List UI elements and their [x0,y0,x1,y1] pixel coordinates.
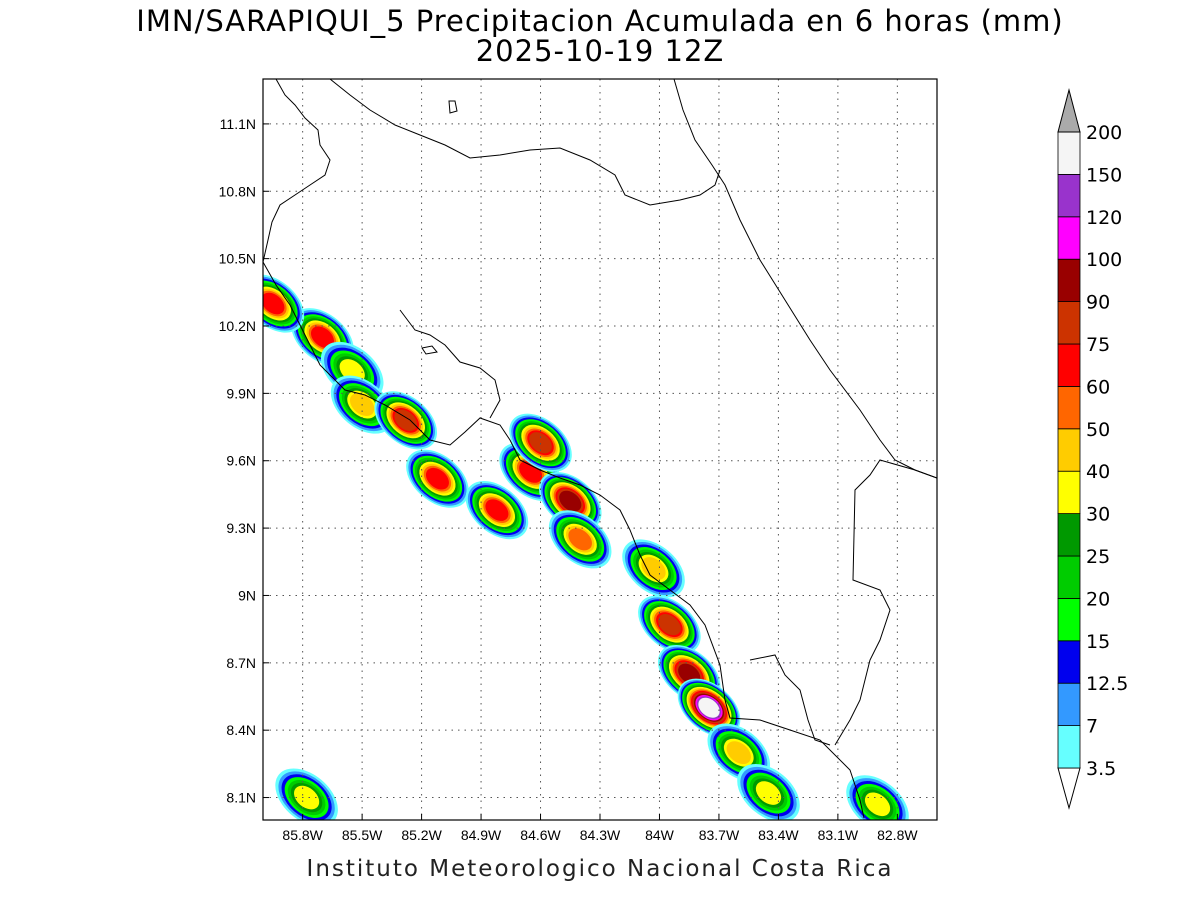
precip-contour [568,528,592,551]
colorbar-level-label: 200 [1086,122,1122,144]
colorbar-swatch [1057,131,1081,175]
colorbar-swatch [1057,513,1081,557]
colorbar-level-label: 100 [1086,249,1122,271]
x-tick-label: 85.2W [401,827,442,843]
precip-cell [548,510,612,569]
colorbar-min-arrow [1057,767,1081,810]
colorbar-level-label: 60 [1086,376,1110,398]
colorbar-swatch [1057,385,1081,430]
colorbar-swatch [1057,173,1081,218]
x-tick-label: 84.9W [461,827,502,843]
y-tick-label: 9N [238,587,256,603]
colorbar-level-label: 75 [1086,334,1110,356]
burica-peninsula [749,654,831,746]
precip-contour [658,614,681,636]
precip-cell [509,413,572,472]
coastline-borders [263,79,937,819]
precip-cell [275,768,338,820]
precip-contour [529,432,552,454]
x-tick-label: 84W [645,827,675,843]
colorbar-level-label: 15 [1086,631,1110,653]
colorbar-max-arrow [1057,88,1081,133]
precip-contour [485,499,509,521]
x-tick-label: 85.5W [342,827,383,843]
x-tick-label: 83.7W [699,827,740,843]
colorbar-swatch [1057,428,1081,472]
precipitation-field [263,274,909,820]
nicoya-peninsula-coast [263,79,331,263]
precip-contour [864,792,891,817]
x-tick-label: 83.4W [758,827,799,843]
y-tick-label: 10.8N [219,183,256,199]
colorbar-swatch [1057,725,1081,769]
precip-contour [394,409,418,431]
colorbar-level-label: 90 [1086,292,1110,314]
panama-border [834,459,937,746]
lake-nicaragua-shore [329,79,721,206]
latitude-tick-labels: 8.1N 8.4N 8.7N 9N 9.3N 9.6N 9.9N 10.2N 10.5N 10.8… [219,116,269,806]
precip-cell [406,449,469,508]
colorbar-level-label: 50 [1086,419,1110,441]
precip-cell [638,595,701,654]
longitude-tick-labels: 85.8W 85.5W 85.2W 84.9W 84.6W 84.3W 84W 83.7W 83… [282,814,918,843]
colorbar-legend: 3.5 7 12.5 15 20 25 30 40 50 60 75 90 100 120 150 200 [1057,88,1128,810]
colorbar-swatch [1057,640,1081,684]
precip-cell [374,391,438,450]
y-tick-label: 11.1N [220,116,256,132]
colorbar-level-label: 120 [1086,207,1122,229]
x-tick-label: 84.3W [580,827,621,843]
x-tick-label: 84.6W [520,827,561,843]
colorbar-swatch [1057,343,1081,387]
lat-lon-grid [263,79,937,820]
x-tick-label: 85.8W [282,827,323,843]
colorbar-level-label: 150 [1086,164,1122,186]
colorbar-swatch [1057,555,1081,599]
precip-contour [310,326,334,349]
footer-credit: Instituto Meteorologico Nacional Costa R… [306,856,894,882]
y-tick-label: 10.2N [219,318,256,334]
pacific-coastline [263,261,865,819]
x-tick-label: 82.8W [877,827,918,843]
colorbar-swatch [1057,258,1081,303]
precip-contour [425,467,449,490]
y-tick-label: 9.3N [226,520,256,536]
precip-cell [707,723,771,782]
precip-contour [263,292,285,315]
nicoya-island [421,345,438,355]
y-tick-label: 10.5N [219,251,256,267]
precip-contour [698,697,720,718]
precip-contour [559,490,582,512]
colorbar-level-label: 30 [1086,504,1110,526]
y-tick-label: 8.1N [226,790,256,806]
y-tick-label: 9.6N [226,453,256,469]
colorbar-level-label: 3.5 [1086,758,1116,780]
precip-cell [737,763,800,820]
colorbar-swatch [1057,470,1081,515]
colorbar-level-label: 40 [1086,461,1110,483]
colorbar-level-label: 25 [1086,546,1110,568]
precip-contour [755,781,782,805]
chart-title: IMN/SARAPIQUI_5 Precipitacion Acumulada … [136,4,1064,38]
colorbar-swatch [1057,682,1081,727]
precip-cell [846,775,909,820]
chart-subtitle-date: 2025-10-19 12Z [475,34,725,68]
precip-contour [293,785,320,810]
colorbar-level-label: 20 [1086,588,1110,610]
colorbar-level-label: 12.5 [1086,673,1128,695]
y-tick-label: 9.9N [226,385,256,401]
colorbar-swatch [1057,598,1081,642]
precip-contour [726,741,751,765]
caribbean-coastline [673,79,937,479]
x-tick-label: 83.1W [818,827,859,843]
colorbar-level-label: 7 [1086,716,1098,738]
y-tick-label: 8.4N [226,722,256,738]
precip-cell [263,274,305,333]
colorbar-swatch [1057,301,1081,345]
colorbar-swatch [1057,216,1081,260]
y-tick-label: 8.7N [226,655,256,671]
gulf-nicoya-coast [399,309,501,419]
lake-island [448,100,458,114]
